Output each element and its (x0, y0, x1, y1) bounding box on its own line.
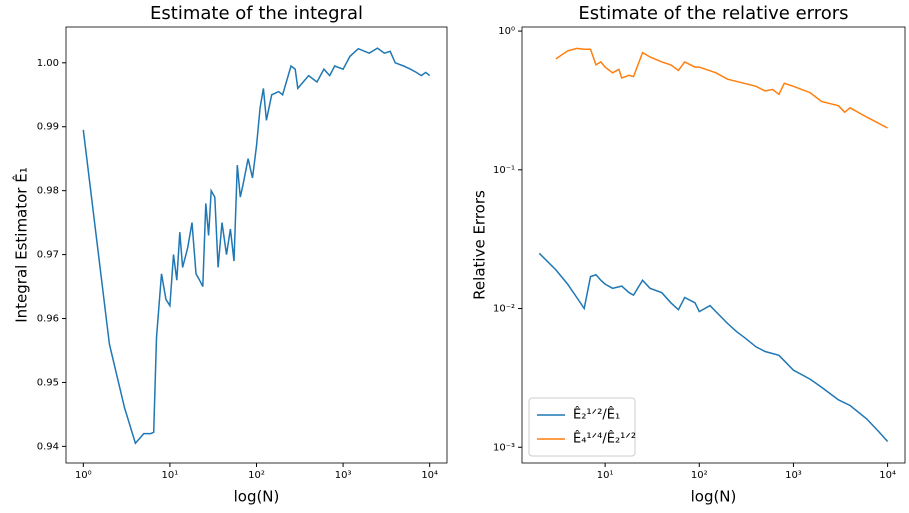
legend-label: Ê₄¹ᐟ⁴/Ê₂¹ᐟ² (573, 431, 636, 447)
x-axis-label: log(N) (234, 488, 280, 506)
chart-title: Estimate of the relative errors (578, 3, 848, 24)
x-tick-label: 10² (691, 470, 708, 481)
axes: Estimate of the relative errors log(N) Rel… (471, 3, 906, 506)
y-axis-label: Integral Estimator Ê₁ (12, 167, 31, 323)
x-tick-label: 10² (248, 470, 265, 481)
x-tick-label: 10³ (785, 470, 802, 481)
y-tick-label: 10⁻² (493, 304, 515, 315)
line-series (555, 47, 888, 129)
x-axis-label: log(N) (691, 488, 737, 506)
y-axis-label: Relative Errors (471, 190, 489, 300)
axes-frame (65, 26, 448, 464)
y-tick-label: 0.97 (37, 250, 59, 261)
x-tick-label: 10¹ (597, 470, 614, 481)
y-tick-label: 10⁰ (498, 26, 515, 37)
line-series (82, 47, 431, 445)
y-tick-label: 0.96 (37, 314, 59, 325)
line-series (538, 252, 889, 443)
y-tick-label: 0.95 (37, 377, 59, 388)
x-tick-label: 10⁴ (879, 470, 896, 481)
axes: Estimate of the integral log(N) Integral E… (12, 3, 448, 506)
y-tick-label: 0.94 (37, 441, 59, 452)
y-tick-label: 0.98 (37, 186, 59, 197)
chart-title: Estimate of the integral (150, 3, 363, 24)
y-tick-label: 10⁻³ (493, 442, 515, 453)
x-tick-label: 10⁰ (75, 470, 92, 481)
legend-label: Ê₂¹ᐟ²/Ê₁ (573, 407, 620, 423)
x-tick-label: 10⁴ (421, 470, 438, 481)
legend: Ê₂¹ᐟ²/Ê₁ Ê₄¹ᐟ⁴/Ê₂¹ᐟ² (528, 397, 636, 457)
legend-box (528, 397, 636, 457)
y-tick-label: 10⁻¹ (493, 165, 515, 176)
y-tick-label: 1.00 (37, 58, 59, 69)
x-tick-label: 10³ (335, 470, 352, 481)
y-tick-label: 0.99 (37, 122, 59, 133)
x-tick-label: 10¹ (162, 470, 179, 481)
axes-frame (521, 26, 906, 464)
